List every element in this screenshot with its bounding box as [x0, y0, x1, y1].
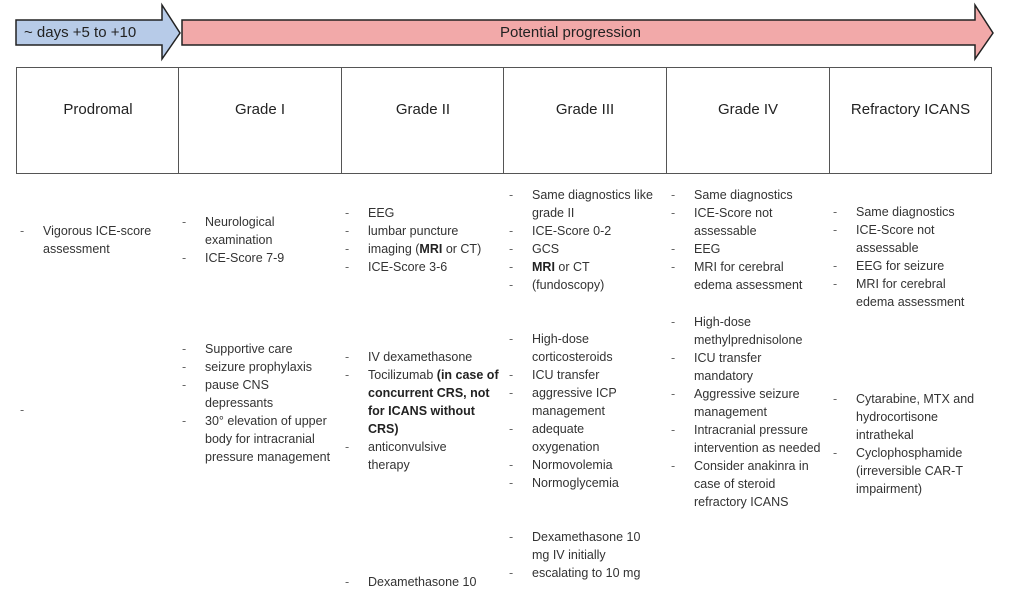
list-item: ICE-Score not assessable — [833, 221, 951, 257]
onset-arrow — [15, 2, 994, 62]
grade-2-steroid-dosing: Dexamethasone 10 — [345, 573, 503, 591]
list-item: Intracranial pressure intervention as ne… — [671, 421, 824, 457]
list-item: seizure prophylaxis — [182, 358, 342, 376]
list-item: 30° elevation of upper body for intracra… — [182, 412, 342, 466]
header-grade-2: Grade II — [341, 67, 504, 174]
list-item: Neurological examination — [182, 213, 332, 249]
list-item: Dexamethasone 10 — [345, 573, 503, 591]
list-item: lumbar puncture — [345, 222, 505, 240]
grade-4-treatment: High-dose methylprednisolone ICU transfe… — [671, 313, 826, 511]
bold-text: MRI — [419, 242, 443, 256]
list-item: Normovolemia — [509, 456, 649, 474]
list-item: aggressive ICP management — [509, 384, 627, 420]
list-item: Consider anakinra in case of steroid ref… — [671, 457, 829, 511]
list-item: ICU transfer mandatory — [671, 349, 794, 385]
list-item: High-dose corticosteroids — [509, 330, 622, 366]
list-item: Same diagnostics — [833, 203, 983, 221]
list-item: Cyclophosphamide (irreversible CAR-T imp… — [833, 444, 976, 498]
list-item: escalating to 10 mg — [509, 564, 654, 582]
list-item: Aggressive seizure management — [671, 385, 814, 421]
onset-arrow-shape — [15, 2, 181, 62]
list-item: ICE-Score 0-2 — [509, 222, 664, 240]
prodromal-diagnostics: Vigorous ICE-score assessment — [20, 222, 160, 258]
list-item: imaging (MRI or CT) — [345, 240, 505, 258]
onset-label: ~ days +5 to +10 — [24, 24, 137, 41]
text: or CT) — [442, 242, 482, 256]
header-grade-4: Grade IV — [666, 67, 829, 174]
header-refractory: Refractory ICANS — [829, 67, 992, 174]
list-item: adequate oxygenation — [509, 420, 612, 456]
list-item: GCS — [509, 240, 664, 258]
header-grade-3: Grade III — [503, 67, 666, 174]
list-item: MRI for cerebral edema assessment — [833, 275, 983, 311]
grade-4-diagnostics: Same diagnostics ICE-Score not assessabl… — [671, 186, 821, 294]
grade-3-treatment: High-dose corticosteroids ICU transfer a… — [509, 330, 649, 492]
list-item: ICE-Score 7-9 — [182, 249, 332, 267]
grade-1-diagnostics: Neurological examination ICE-Score 7-9 — [182, 213, 332, 267]
text: Tocilizumab — [368, 368, 437, 382]
grade-3-diagnostics: Same diagnostics like grade II ICE-Score… — [509, 186, 664, 294]
list-item: pause CNS depressants — [182, 376, 295, 412]
header-grade-1: Grade I — [178, 67, 341, 174]
list-item: EEG — [345, 204, 505, 222]
bold-text: MRI — [532, 260, 555, 274]
grade-2-treatment: IV dexamethasone Tocilizumab (in case of… — [345, 348, 503, 474]
list-item: EEG — [671, 240, 821, 258]
grade-1-treatment: Supportive care seizure prophylaxis paus… — [182, 340, 342, 466]
list-item: Tocilizumab (in case of concurrent CRS, … — [345, 366, 503, 438]
progression-arrow-shape — [181, 2, 994, 62]
list-item: MRI for cerebral edema assessment — [671, 258, 821, 294]
list-item: MRI or CT — [509, 258, 664, 276]
list-item: Supportive care — [182, 340, 342, 358]
progression-label: Potential progression — [500, 24, 641, 41]
list-item: anticonvulsive therapy — [345, 438, 468, 474]
list-item: ICE-Score not assessable — [671, 204, 789, 240]
list-item: Cytarabine, MTX and hydrocortisone intra… — [833, 390, 988, 444]
list-item: EEG for seizure — [833, 257, 983, 275]
list-item: IV dexamethasone — [345, 348, 503, 366]
text: imaging ( — [368, 242, 420, 256]
list-item: Same diagnostics like grade II — [509, 186, 664, 222]
list-item: Vigorous ICE-score assessment — [20, 222, 160, 258]
list-item: ICE-Score 3-6 — [345, 258, 505, 276]
list-item: (fundoscopy) — [509, 276, 664, 294]
refractory-treatment: Cytarabine, MTX and hydrocortisone intra… — [833, 390, 993, 498]
list-item: Normoglycemia — [509, 474, 649, 492]
header-prodromal: Prodromal — [16, 67, 179, 174]
list-item: Dexamethasone 10 mg IV initially — [509, 528, 642, 564]
list-item: ICU transfer — [509, 366, 649, 384]
grade-3-steroid-dosing: Dexamethasone 10 mg IV initially escalat… — [509, 528, 654, 582]
text: or CT — [554, 260, 590, 274]
grade-2-diagnostics: EEG lumbar puncture imaging (MRI or CT) … — [345, 204, 505, 276]
list-item: Same diagnostics — [671, 186, 821, 204]
list-item: High-dose methylprednisolone — [671, 313, 826, 349]
bold-text: (in case of concurrent CRS, not for ICAN… — [368, 368, 499, 436]
refractory-diagnostics: Same diagnostics ICE-Score not assessabl… — [833, 203, 983, 311]
